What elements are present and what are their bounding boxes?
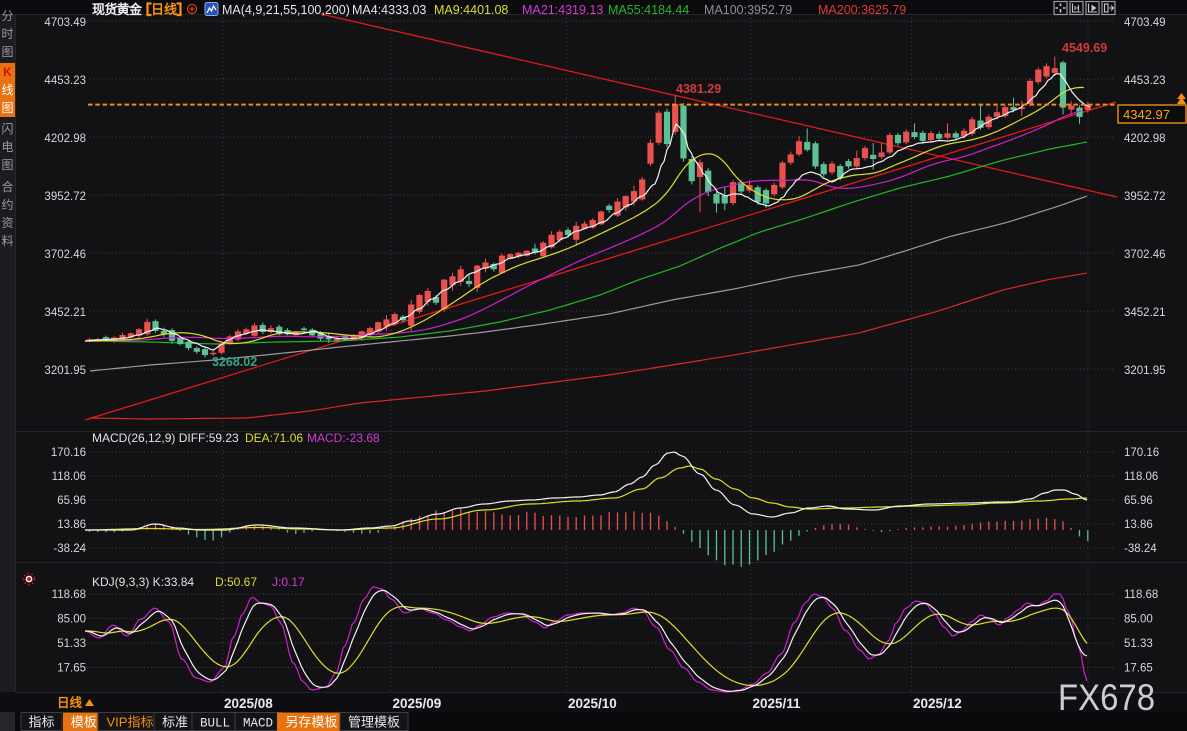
- svg-text:4703.49: 4703.49: [44, 17, 86, 29]
- svg-text:DEA:71.06: DEA:71.06: [245, 431, 303, 445]
- svg-text:模板: 模板: [71, 715, 97, 730]
- svg-text:MACD:-23.68: MACD:-23.68: [307, 431, 380, 445]
- svg-text:3952.72: 3952.72: [1124, 191, 1166, 203]
- svg-text:VIP指标: VIP指标: [107, 715, 154, 730]
- svg-text:BULL: BULL: [200, 717, 230, 731]
- svg-text:4342.97: 4342.97: [1123, 107, 1170, 122]
- svg-text:4202.98: 4202.98: [1124, 133, 1166, 145]
- svg-text:3201.95: 3201.95: [1124, 365, 1166, 377]
- svg-text:电: 电: [1, 140, 13, 154]
- svg-text:FX678: FX678: [1058, 677, 1155, 718]
- svg-text:118.68: 118.68: [52, 589, 86, 601]
- svg-text:2025/11: 2025/11: [753, 696, 802, 711]
- svg-text:13.86: 13.86: [57, 519, 86, 531]
- svg-text:2025/12: 2025/12: [913, 696, 962, 711]
- svg-text:管理模板: 管理模板: [348, 715, 400, 730]
- svg-text:MA(4,9,21,55,100,200): MA(4,9,21,55,100,200): [222, 3, 350, 17]
- svg-text:MA4:4333.03: MA4:4333.03: [352, 3, 426, 17]
- svg-text:118.06: 118.06: [1124, 471, 1158, 483]
- svg-text:3201.95: 3201.95: [44, 365, 86, 377]
- svg-text:118.68: 118.68: [1124, 589, 1158, 601]
- svg-text:85.00: 85.00: [57, 614, 86, 626]
- svg-text:3702.46: 3702.46: [44, 249, 86, 261]
- svg-text:4202.98: 4202.98: [44, 133, 86, 145]
- svg-text:3952.72: 3952.72: [44, 191, 86, 203]
- svg-text:51.33: 51.33: [57, 638, 86, 650]
- svg-text:4381.29: 4381.29: [676, 82, 721, 96]
- svg-text:日线: 日线: [57, 695, 83, 710]
- svg-text:KDJ(9,3,3) K:33.84: KDJ(9,3,3) K:33.84: [92, 575, 194, 589]
- svg-text:指标: 指标: [28, 715, 54, 730]
- svg-text:-38.24: -38.24: [53, 543, 86, 555]
- svg-text:K: K: [3, 65, 12, 79]
- svg-text:MACD(26,12,9) DIFF:59.23: MACD(26,12,9) DIFF:59.23: [92, 431, 239, 445]
- svg-text:3452.21: 3452.21: [1124, 307, 1166, 319]
- svg-text:闪: 闪: [1, 122, 13, 136]
- svg-text:日线: 日线: [151, 2, 177, 17]
- svg-text:3452.21: 3452.21: [44, 307, 86, 319]
- svg-text:17.65: 17.65: [1124, 663, 1153, 675]
- svg-text:4703.49: 4703.49: [1124, 17, 1166, 29]
- svg-text:65.96: 65.96: [57, 495, 86, 507]
- svg-text:2025/10: 2025/10: [568, 696, 617, 711]
- svg-text:J:0.17: J:0.17: [272, 575, 305, 589]
- svg-text:MA200:3625.79: MA200:3625.79: [818, 3, 906, 17]
- svg-text:图: 图: [1, 101, 13, 115]
- svg-text:MACD: MACD: [243, 717, 273, 731]
- svg-text:分: 分: [1, 9, 13, 23]
- svg-text:118.06: 118.06: [52, 471, 86, 483]
- svg-text:4453.23: 4453.23: [44, 75, 86, 87]
- svg-text:-38.24: -38.24: [1124, 543, 1157, 555]
- svg-text:另存模板: 另存模板: [285, 715, 337, 730]
- svg-text:图: 图: [1, 45, 13, 59]
- svg-text:13.86: 13.86: [1124, 519, 1153, 531]
- svg-text:4453.23: 4453.23: [1124, 75, 1166, 87]
- svg-text:MA9:4401.08: MA9:4401.08: [434, 3, 508, 17]
- svg-text:图: 图: [1, 158, 13, 172]
- svg-text:2025/08: 2025/08: [224, 696, 273, 711]
- svg-text:2025/09: 2025/09: [393, 696, 442, 711]
- svg-text:标准: 标准: [162, 715, 188, 730]
- svg-text:合: 合: [1, 179, 13, 194]
- svg-text:时: 时: [1, 27, 13, 41]
- svg-text:51.33: 51.33: [1124, 638, 1153, 650]
- svg-text:线: 线: [1, 83, 13, 97]
- svg-text:料: 料: [1, 234, 13, 248]
- svg-text:4549.69: 4549.69: [1062, 41, 1107, 55]
- svg-text:MA100:3952.79: MA100:3952.79: [704, 3, 792, 17]
- svg-text:MA55:4184.44: MA55:4184.44: [608, 3, 689, 17]
- svg-text:D:50.67: D:50.67: [215, 575, 257, 589]
- svg-text:17.65: 17.65: [57, 663, 86, 675]
- svg-text:170.16: 170.16: [51, 447, 86, 459]
- svg-text:85.00: 85.00: [1124, 614, 1153, 626]
- svg-text:资: 资: [1, 216, 13, 230]
- svg-text:约: 约: [1, 197, 13, 212]
- svg-text:65.96: 65.96: [1124, 495, 1153, 507]
- svg-text:170.16: 170.16: [1124, 447, 1159, 459]
- svg-text:3268.02: 3268.02: [212, 355, 257, 369]
- svg-text:现货黄金: 现货黄金: [92, 2, 143, 17]
- svg-text:MA21:4319.13: MA21:4319.13: [522, 3, 603, 17]
- svg-text:3702.46: 3702.46: [1124, 249, 1166, 261]
